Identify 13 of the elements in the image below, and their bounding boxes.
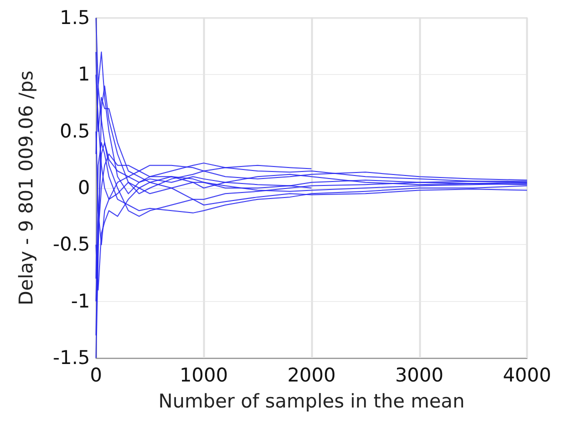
x-tick-label: 4000 bbox=[502, 364, 552, 386]
x-tick-label: 1000 bbox=[180, 364, 228, 386]
y-tick-label: 1 bbox=[78, 64, 90, 86]
y-axis-title: Delay - 9 801 009.06 /ps bbox=[16, 70, 38, 306]
y-tick-label: 1.5 bbox=[60, 7, 90, 29]
x-tick-label: 2000 bbox=[287, 364, 336, 386]
y-tick-label: -1.5 bbox=[52, 347, 90, 369]
y-tick-label: 0.5 bbox=[60, 120, 90, 142]
y-tick-label: -0.5 bbox=[52, 234, 90, 256]
y-tick-label: 0 bbox=[78, 177, 90, 199]
y-tick-label: -1 bbox=[71, 290, 90, 312]
x-tick-label: 3000 bbox=[395, 364, 444, 386]
x-axis-title: Number of samples in the mean bbox=[158, 390, 465, 412]
